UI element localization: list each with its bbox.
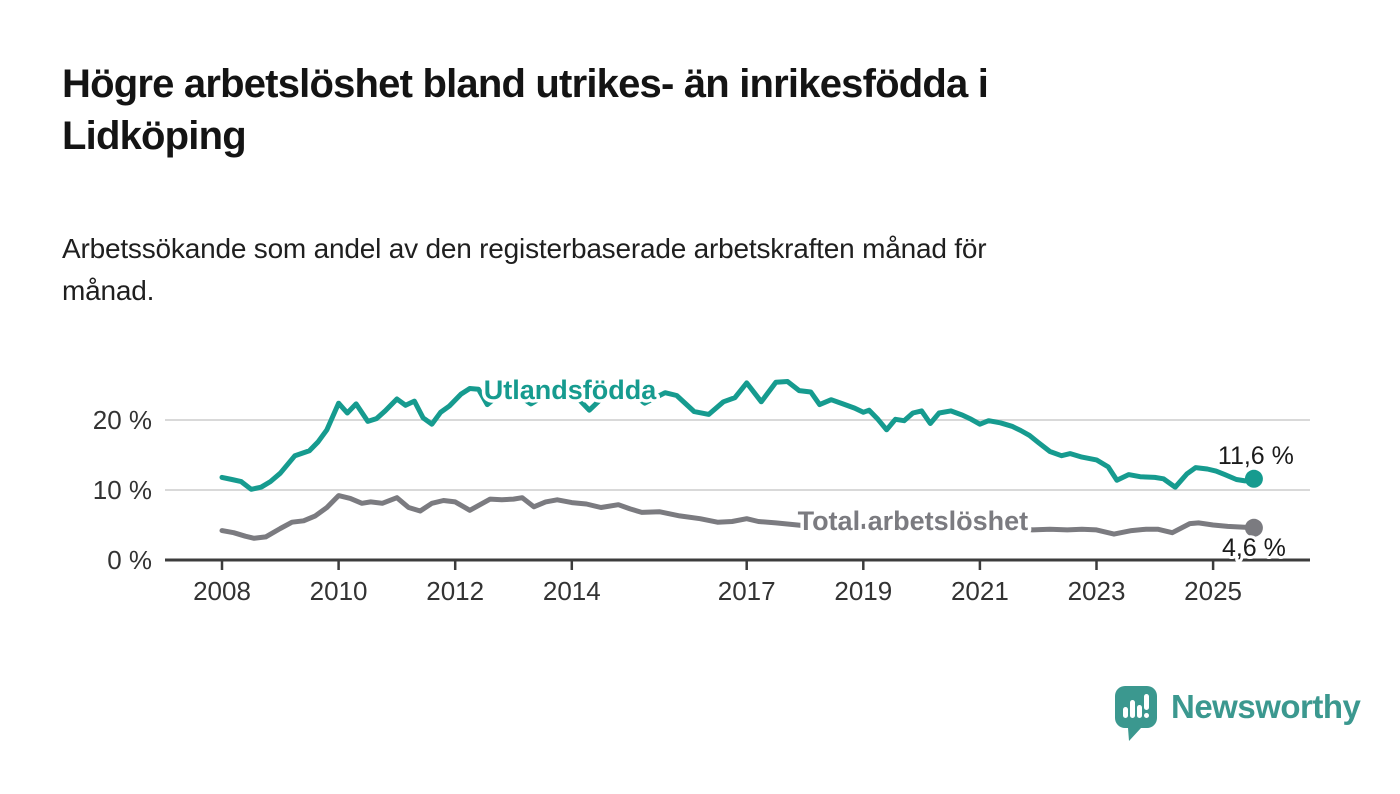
series-0: Utlandsfödda 11,6 % bbox=[219, 371, 1297, 492]
page-title-line-1: Högre arbetslöshet bland utrikes- än inr… bbox=[62, 62, 989, 106]
series-line bbox=[219, 379, 1257, 492]
series-end-dot bbox=[1244, 518, 1263, 537]
bar-chart-speech-bubble-icon bbox=[1115, 686, 1157, 741]
y-tick-label: 10 % bbox=[93, 475, 152, 505]
unemployment-chart-svg: 2008 2010 2012 2014 2017 2019 2021 2023 2025 0 % 1… bbox=[93, 371, 1310, 606]
page-title: Högre arbetslöshet bland utrikes- än inr… bbox=[62, 58, 989, 162]
series-label: Utlandsfödda bbox=[484, 375, 657, 405]
y-tick-label: 20 % bbox=[93, 405, 152, 435]
x-tick-label: 2019 bbox=[834, 576, 892, 606]
series-end-value-label: 11,6 % bbox=[1218, 442, 1294, 470]
newsworthy-logo: Newsworthy bbox=[1115, 686, 1361, 742]
x-tick-label: 2021 bbox=[951, 576, 1009, 606]
x-axis bbox=[165, 558, 1310, 570]
series-line bbox=[219, 493, 1257, 541]
chart-subtitle-line-2: månad. bbox=[62, 275, 155, 306]
series-1: Total arbetslöshet 4,6 % bbox=[219, 493, 1289, 565]
x-tick-label: 2023 bbox=[1068, 576, 1126, 606]
newsworthy-wordmark: Newsworthy bbox=[1171, 688, 1361, 725]
x-tick-label: 2025 bbox=[1184, 576, 1242, 606]
chart-subtitle: Arbetssökande som andel av den registerb… bbox=[62, 228, 987, 312]
unemployment-line-chart: 2008 2010 2012 2014 2017 2019 2021 2023 2025 0 % 1… bbox=[0, 350, 1400, 620]
x-tick-labels: 2008 2010 2012 2014 2017 2019 2021 2023 2025 bbox=[193, 576, 1242, 606]
x-tick-label: 2017 bbox=[718, 576, 776, 606]
page-title-line-2: Lidköping bbox=[62, 114, 247, 158]
x-tick-label: 2008 bbox=[193, 576, 251, 606]
series-label: Total arbetslöshet bbox=[798, 506, 1029, 536]
x-tick-label: 2012 bbox=[426, 576, 484, 606]
y-tick-labels: 0 % 10 % 20 % bbox=[93, 405, 152, 575]
y-tick-label: 0 % bbox=[107, 545, 152, 575]
series-end-value-label: 4,6 % bbox=[1222, 534, 1286, 562]
x-tick-label: 2014 bbox=[543, 576, 601, 606]
gridlines bbox=[165, 419, 1310, 491]
chart-subtitle-line-1: Arbetssökande som andel av den registerb… bbox=[62, 233, 987, 264]
x-tick-label: 2010 bbox=[310, 576, 368, 606]
series-end-dot bbox=[1244, 469, 1263, 488]
